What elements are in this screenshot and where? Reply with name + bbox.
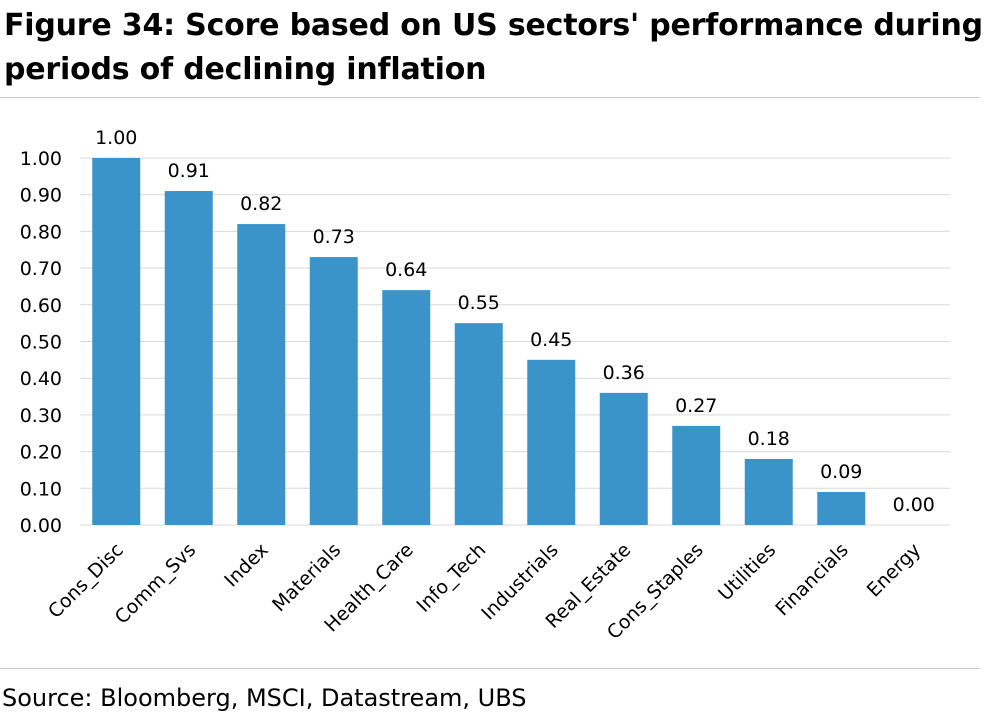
x-tick-label: Info_Tech (412, 539, 490, 617)
y-tick-label: 0.60 (20, 295, 62, 317)
y-tick-label: 0.10 (20, 478, 62, 500)
data-label: 0.09 (820, 461, 862, 483)
y-tick-label: 0.00 (20, 515, 62, 537)
data-label: 0.45 (530, 329, 572, 351)
data-label: 0.82 (240, 193, 282, 215)
y-tick-label: 0.30 (20, 405, 62, 427)
bar-chart: 0.00 0.10 0.20 0.30 0.40 0.50 0.60 0.70 0.80 0.90… (20, 127, 950, 644)
y-tick-label: 0.40 (20, 368, 62, 390)
data-label: 0.64 (385, 259, 427, 281)
bar (309, 257, 358, 525)
bar (382, 290, 431, 525)
bar (527, 359, 576, 525)
bar (817, 491, 866, 525)
x-tick-label: Financials (771, 539, 852, 620)
data-labels: 1.00 0.91 0.82 0.73 0.64 0.55 0.45 0.36 0.27 0.18… (95, 127, 935, 516)
bar (744, 458, 793, 525)
data-label: 0.91 (168, 160, 210, 182)
gridlines (80, 157, 950, 526)
bar (672, 425, 721, 525)
figure-title: Figure 34: Score based on US sectors' pe… (4, 8, 983, 87)
data-label: 0.00 (893, 494, 935, 516)
y-tick-label: 0.50 (20, 332, 62, 354)
y-tick-label: 0.20 (20, 442, 62, 464)
bar (454, 323, 503, 525)
y-tick-label: 0.90 (20, 185, 62, 207)
source-note: Source: Bloomberg, MSCI, Datastream, UBS (2, 684, 527, 712)
x-tick-label: Utilities (714, 539, 780, 605)
bars (92, 158, 866, 525)
data-label: 0.27 (675, 395, 717, 417)
x-tick-label: Energy (863, 539, 926, 602)
y-tick-label: 1.00 (20, 148, 62, 170)
x-tick-label: Index (220, 539, 273, 592)
data-label: 0.36 (603, 362, 645, 384)
data-label: 0.18 (748, 428, 790, 450)
bar (237, 224, 286, 525)
x-tick-label: Materials (268, 539, 345, 616)
y-tick-label: 0.70 (20, 258, 62, 280)
bar (599, 392, 648, 525)
title-divider (0, 97, 980, 98)
y-axis-ticks: 0.00 0.10 0.20 0.30 0.40 0.50 0.60 0.70 0.80 0.90… (20, 148, 62, 537)
bar (164, 191, 213, 525)
data-label: 0.73 (313, 226, 355, 248)
y-tick-label: 0.80 (20, 221, 62, 243)
data-label: 0.55 (458, 292, 500, 314)
source-divider (0, 668, 980, 669)
data-label: 1.00 (95, 127, 137, 149)
bar (92, 158, 141, 525)
